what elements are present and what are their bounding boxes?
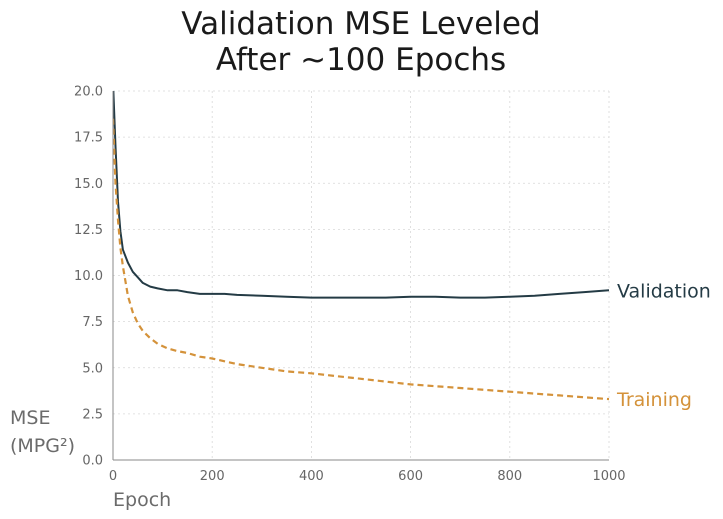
y-tick-label: 2.5 xyxy=(82,407,103,422)
series-line-validation xyxy=(113,91,609,299)
x-tick-label: 1000 xyxy=(592,469,625,484)
series-labels: Validation Training xyxy=(616,280,711,411)
x-tick-label: 200 xyxy=(200,469,225,484)
x-tick-label: 400 xyxy=(299,469,324,484)
x-axis-label: Epoch xyxy=(113,489,171,511)
series-label-training: Training xyxy=(616,389,692,411)
y-tick-label: 17.5 xyxy=(74,131,103,146)
y-tick-label: 10.0 xyxy=(74,269,103,284)
title-line-1: Validation MSE Leveled xyxy=(181,6,540,42)
y-axis-label-line-2: (MPG²) xyxy=(10,435,75,457)
series-line-training xyxy=(113,118,609,401)
x-tick-label: 800 xyxy=(497,469,522,484)
y-tick-label: 5.0 xyxy=(82,361,103,376)
title-line-2: After ~100 Epochs xyxy=(216,42,506,78)
x-tick-label: 600 xyxy=(398,469,423,484)
y-tick-label: 0.0 xyxy=(82,454,103,469)
series-label-validation: Validation xyxy=(617,280,711,302)
grid xyxy=(112,90,610,461)
axes xyxy=(112,91,609,461)
y-tick-label: 12.5 xyxy=(74,223,103,238)
series-layer xyxy=(113,91,609,401)
y-tick-label: 15.0 xyxy=(74,177,103,192)
y-axis-label-line-1: MSE xyxy=(10,407,50,429)
y-tick-label: 7.5 xyxy=(82,315,103,330)
y-tick-label: 20.0 xyxy=(74,85,103,100)
x-tick-label: 0 xyxy=(109,469,117,484)
chart-title: Validation MSE Leveled After ~100 Epochs xyxy=(181,6,540,78)
tick-labels: 0.0 2.5 5.0 7.5 10.0 12.5 15.0 17.5 20.0 0 200 400 6… xyxy=(74,85,626,485)
axis-labels: Epoch MSE (MPG²) xyxy=(10,407,171,511)
